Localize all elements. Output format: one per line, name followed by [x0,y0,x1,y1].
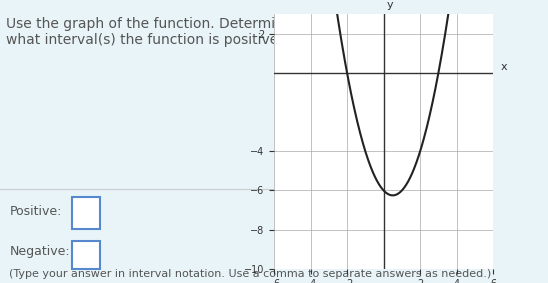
Text: x: x [500,62,507,72]
Text: y: y [386,0,393,10]
Text: (Type your answer in interval notation. Use a comma to separate answers as neede: (Type your answer in interval notation. … [9,269,492,279]
Text: Negative:: Negative: [9,245,70,258]
Text: Positive:: Positive: [9,205,62,218]
Text: Use the graph of the function. Determine over
what interval(s) the function is p: Use the graph of the function. Determine… [5,17,366,48]
FancyBboxPatch shape [72,241,100,269]
FancyBboxPatch shape [72,197,100,229]
